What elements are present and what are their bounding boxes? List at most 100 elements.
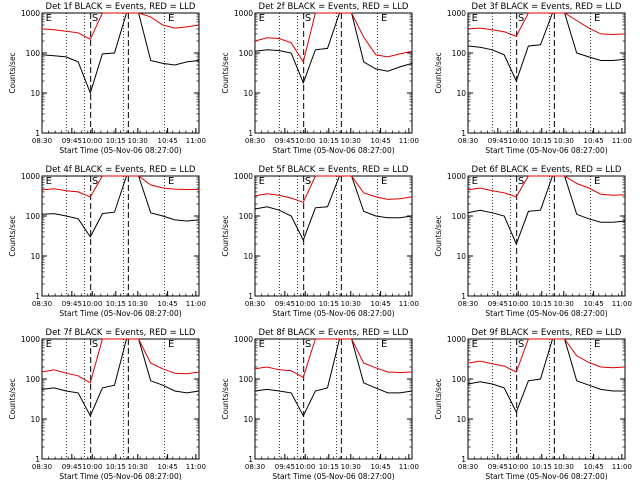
plot-frame xyxy=(41,338,200,460)
y-tick-label: 100 xyxy=(239,212,254,221)
y-tick-label: 1 xyxy=(248,455,253,464)
y-tick-label: 10 xyxy=(456,89,466,98)
y-axis-label: Counts/sec xyxy=(221,378,230,419)
events-series-line xyxy=(41,12,200,95)
x-tick-label: 10:15 xyxy=(319,463,339,471)
x-tick-label: 10:45 xyxy=(158,137,178,145)
y-tick-label: 1 xyxy=(461,455,466,464)
events-series-line xyxy=(41,338,200,417)
x-tick-label: 08:30 xyxy=(32,137,52,145)
x-tick-label: 08:30 xyxy=(458,463,478,471)
panel-7: Det 7f BLACK = Events, RED = LLD 1 10 100 10… xyxy=(8,328,206,481)
x-tick-label: 08:30 xyxy=(245,463,265,471)
event-marker-e: E xyxy=(168,176,174,187)
x-tick-label: 10:30 xyxy=(128,300,148,308)
x-tick-label: 10:30 xyxy=(128,137,148,145)
x-tick-label: 09:45 xyxy=(275,137,295,145)
y-tick-label: 10 xyxy=(243,89,253,98)
lld-series-line xyxy=(41,175,199,198)
event-marker-e: E xyxy=(472,339,478,350)
event-marker-s: S xyxy=(92,13,98,24)
panel-title: Det 4f BLACK = Events, RED = LLD xyxy=(46,165,196,175)
y-tick-label: 10 xyxy=(243,252,253,261)
x-tick-label: 09:45 xyxy=(488,300,508,308)
events-series-line xyxy=(254,338,413,417)
x-tick-label: 11:00 xyxy=(612,137,632,145)
x-tick-label: 11:00 xyxy=(186,463,206,471)
x-axis-label: Start Time (05-Nov-06 08:27:00) xyxy=(272,146,394,155)
panel-9: Det 9f BLACK = Events, RED = LLD 1 10 100 10… xyxy=(434,328,632,481)
x-tick-label: 08:30 xyxy=(32,300,52,308)
x-axis-label: Start Time (05-Nov-06 08:27:00) xyxy=(59,472,181,480)
x-tick-label: 10:00 xyxy=(295,300,315,308)
x-tick-label: 10:15 xyxy=(532,463,552,471)
y-tick-label: 10 xyxy=(30,415,40,424)
panel-title: Det 2f BLACK = Events, RED = LLD xyxy=(259,2,409,12)
y-tick-label: 1 xyxy=(35,129,40,138)
panel-title: Det 3f BLACK = Events, RED = LLD xyxy=(472,2,622,12)
y-tick-label: 10 xyxy=(30,252,40,261)
events-series-line xyxy=(41,175,200,238)
event-marker-e: E xyxy=(594,339,600,350)
event-marker-e: E xyxy=(46,176,52,187)
lld-series-line xyxy=(254,175,413,203)
event-marker-s: S xyxy=(518,176,524,187)
x-tick-label: 11:00 xyxy=(399,300,419,308)
y-tick-label: 10 xyxy=(456,252,466,261)
panel-2: Det 2f BLACK = Events, RED = LLD 1 10 100 10… xyxy=(221,2,419,155)
y-tick-label: 100 xyxy=(452,375,467,384)
x-tick-label: 10:45 xyxy=(158,300,178,308)
lld-series-line xyxy=(467,338,626,373)
event-marker-s: S xyxy=(305,13,311,24)
x-tick-label: 11:00 xyxy=(186,137,206,145)
panel-title: Det 8f BLACK = Events, RED = LLD xyxy=(259,328,409,338)
x-tick-label: 10:15 xyxy=(532,137,552,145)
event-marker-e: E xyxy=(472,13,478,24)
y-tick-label: 10 xyxy=(30,89,40,98)
x-tick-label: 10:15 xyxy=(106,463,126,471)
events-series-line xyxy=(467,338,625,414)
x-tick-label: 10:15 xyxy=(106,137,126,145)
x-tick-label: 10:15 xyxy=(319,300,339,308)
lld-series-line xyxy=(467,175,626,198)
plot-frame xyxy=(254,338,413,460)
y-tick-label: 1 xyxy=(461,129,466,138)
event-marker-s: S xyxy=(518,13,524,24)
x-tick-label: 10:45 xyxy=(584,463,604,471)
y-axis-label: Counts/sec xyxy=(434,378,443,419)
plot-frame xyxy=(467,338,626,460)
lld-series-line xyxy=(254,12,413,64)
x-tick-label: 10:00 xyxy=(508,300,528,308)
panel-5: Det 5f BLACK = Events, RED = LLD 1 10 100 10… xyxy=(221,165,419,318)
x-tick-label: 11:00 xyxy=(399,463,419,471)
y-tick-label: 100 xyxy=(452,49,467,58)
event-marker-e: E xyxy=(594,13,600,24)
x-tick-label: 11:00 xyxy=(399,137,419,145)
panel-title: Det 7f BLACK = Events, RED = LLD xyxy=(46,328,196,338)
y-tick-label: 1 xyxy=(461,292,466,301)
x-tick-label: 10:30 xyxy=(341,300,361,308)
x-tick-label: 10:30 xyxy=(554,463,574,471)
x-tick-label: 11:00 xyxy=(612,463,632,471)
x-tick-label: 10:00 xyxy=(82,137,102,145)
panel-1: Det 1f BLACK = Events, RED = LLD 1 10 100 10… xyxy=(8,2,206,155)
x-tick-label: 10:15 xyxy=(532,300,552,308)
event-marker-e: E xyxy=(259,13,265,24)
panel-title: Det 6f BLACK = Events, RED = LLD xyxy=(472,165,622,175)
y-axis-label: Counts/sec xyxy=(8,215,17,256)
x-axis-label: Start Time (05-Nov-06 08:27:00) xyxy=(485,146,607,155)
panel-8: Det 8f BLACK = Events, RED = LLD 1 10 100 10… xyxy=(221,328,419,481)
x-tick-label: 09:45 xyxy=(275,300,295,308)
event-marker-s: S xyxy=(92,339,98,350)
x-tick-label: 10:30 xyxy=(554,300,574,308)
x-tick-label: 10:00 xyxy=(295,137,315,145)
x-tick-label: 09:45 xyxy=(275,463,295,471)
y-tick-label: 10 xyxy=(456,415,466,424)
event-marker-e: E xyxy=(594,176,600,187)
panel-title: Det 1f BLACK = Events, RED = LLD xyxy=(46,2,196,12)
x-tick-label: 10:00 xyxy=(295,463,315,471)
panel-title: Det 9f BLACK = Events, RED = LLD xyxy=(472,328,622,338)
events-series-line xyxy=(467,12,626,83)
